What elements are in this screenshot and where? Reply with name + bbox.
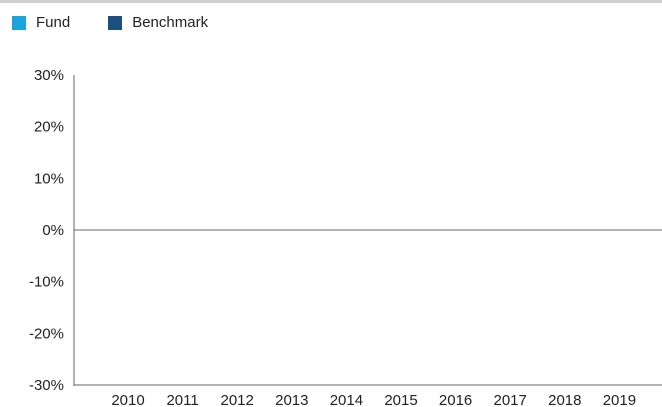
x-tick-label: 2012 [221, 392, 254, 407]
x-tick-label: 2013 [275, 392, 308, 407]
y-tick-label: -30% [29, 377, 64, 394]
legend-item-fund: Fund [12, 14, 70, 31]
x-tick-label: 2011 [166, 392, 198, 407]
y-tick-label: 20% [34, 119, 64, 136]
legend-label-benchmark: Benchmark [132, 14, 209, 31]
legend-swatch-fund [12, 15, 26, 30]
x-tick-label: 2015 [384, 392, 417, 407]
legend-swatch-benchmark [108, 15, 123, 30]
legend-label-fund: Fund [36, 14, 71, 31]
x-tick-label: 2010 [111, 392, 144, 407]
y-tick-label: 10% [34, 170, 64, 187]
x-tick-label: 2014 [330, 392, 363, 407]
x-tick-label: 2016 [439, 392, 472, 407]
x-tick-label: 2019 [603, 392, 636, 407]
y-tick-label: -10% [29, 274, 64, 291]
y-tick-label: 0% [42, 222, 64, 239]
x-tick-label: 2018 [548, 392, 581, 407]
top-divider [0, 0, 662, 3]
chart-legend: Fund Benchmark [12, 14, 246, 31]
x-tick-label: 2017 [494, 392, 527, 407]
y-tick-label: 30% [34, 67, 64, 84]
legend-item-benchmark: Benchmark [108, 14, 208, 31]
y-tick-label: -20% [29, 325, 64, 342]
